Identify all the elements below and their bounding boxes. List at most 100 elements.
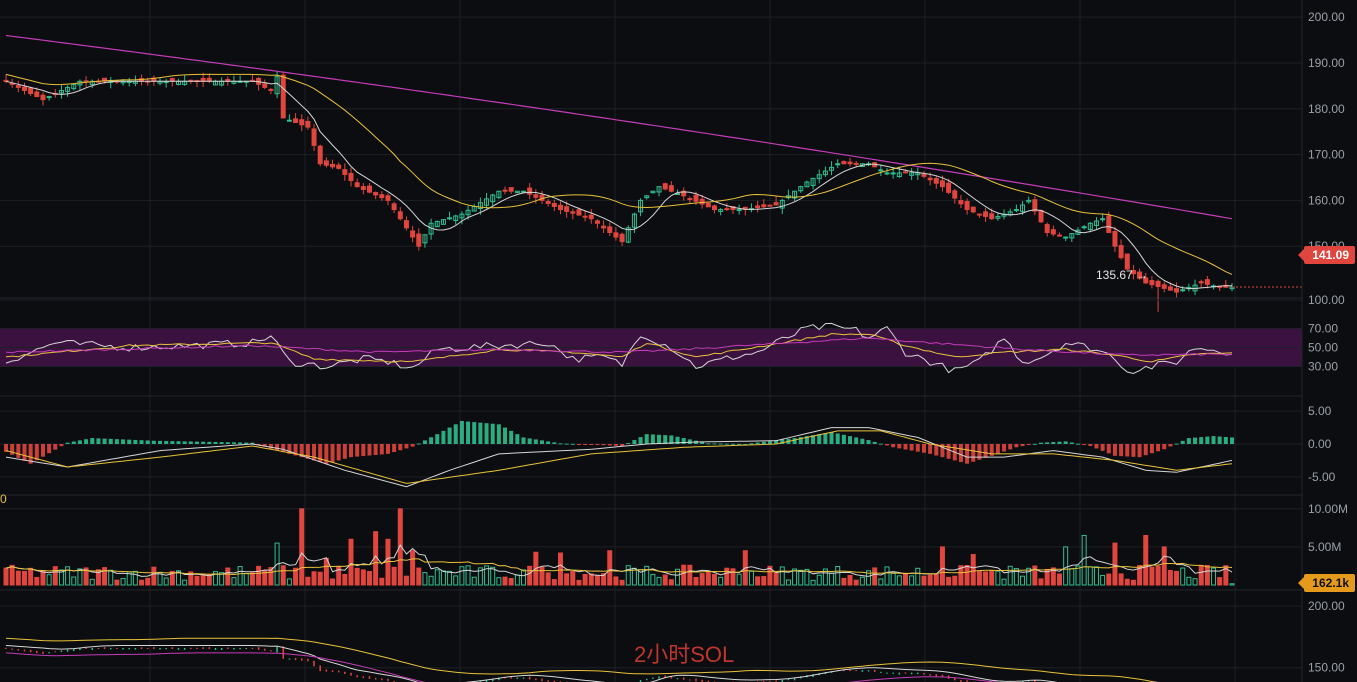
macd-histogram-bar — [576, 444, 581, 445]
candle-body — [502, 189, 508, 192]
candle-body — [755, 205, 761, 209]
candle-body — [551, 202, 557, 207]
macd-histogram-bar — [410, 444, 415, 447]
macd-histogram-bar — [188, 441, 193, 444]
volume-bar — [748, 570, 754, 586]
volume-bar — [816, 574, 822, 586]
macd-histogram-bar — [1180, 440, 1185, 444]
candle-body — [724, 208, 730, 211]
macd-histogram-bar — [872, 441, 877, 444]
volume-bar — [422, 572, 428, 586]
volume-bar — [391, 566, 397, 586]
candle-body — [705, 202, 711, 208]
volume-bar — [1032, 565, 1038, 586]
macd-histogram-bar — [275, 444, 280, 451]
macd-histogram-bar — [355, 444, 360, 457]
volume-bar — [1130, 579, 1136, 586]
volume-bar — [656, 576, 662, 586]
volume-bar — [705, 571, 711, 586]
volume-bar — [1106, 573, 1112, 586]
volume-bar — [9, 564, 15, 586]
macd-histogram-bar — [601, 444, 606, 446]
volume-bar — [52, 566, 58, 586]
macd-histogram-bar — [841, 434, 846, 444]
macd-histogram-bar — [533, 439, 538, 444]
candle-body — [1204, 279, 1210, 285]
candle-body — [1044, 224, 1050, 233]
macd-histogram-bar — [1211, 436, 1216, 444]
macd-histogram-bar — [503, 427, 508, 444]
candle-body — [927, 177, 933, 181]
macd-histogram-bar — [1100, 444, 1105, 451]
macd-histogram-bar — [404, 444, 409, 449]
candle-body — [890, 172, 896, 175]
candle-body — [638, 199, 644, 213]
macd-histogram-bar — [743, 444, 748, 445]
volume-bar — [724, 567, 730, 586]
volume-bar — [964, 565, 970, 586]
volume-bar — [650, 573, 656, 586]
macd-histogram-bar — [16, 444, 21, 458]
candle-body — [693, 194, 699, 202]
candle-body — [410, 230, 416, 238]
candle-body — [711, 205, 717, 211]
macd-histogram-bar — [47, 444, 52, 454]
candle-body — [1106, 215, 1112, 233]
candle-body — [878, 169, 884, 172]
volume-bar — [1075, 565, 1081, 586]
volume-bar — [687, 564, 693, 586]
volume-bar — [163, 577, 169, 586]
volume-bar — [693, 577, 699, 586]
candle-body — [582, 215, 588, 218]
volume-bar — [878, 578, 884, 586]
macd-histogram-bar — [194, 441, 199, 444]
volume-bar — [1155, 565, 1161, 586]
macd-histogram-bar — [1199, 437, 1204, 444]
macd-histogram-bar — [663, 435, 668, 444]
volume-bar — [588, 573, 594, 586]
macd-histogram-bar — [244, 442, 249, 444]
candle-body — [379, 194, 385, 199]
candle-body — [336, 164, 342, 169]
macd-histogram-bar — [77, 440, 82, 444]
macd-histogram-bar — [730, 443, 735, 445]
volume-bar — [268, 567, 274, 586]
volume-bar — [120, 577, 126, 586]
macd-histogram-bar — [712, 443, 717, 445]
candle-body — [1137, 271, 1143, 279]
macd-histogram-bar — [299, 444, 304, 458]
candle-body — [1149, 280, 1155, 286]
macd-line — [5, 427, 1233, 488]
macd-histogram-bar — [349, 444, 354, 458]
macd-histogram-bar — [238, 442, 243, 444]
macd-histogram-bar — [1020, 444, 1025, 447]
macd-histogram-bar — [59, 444, 64, 447]
candle-body — [434, 220, 440, 228]
candle-body — [1087, 222, 1093, 230]
macd-histogram-bar — [34, 444, 39, 461]
candle-body — [1013, 209, 1019, 212]
macd-histogram-bar — [774, 440, 779, 444]
macd-histogram-bar — [164, 440, 169, 444]
candle-body — [1174, 288, 1180, 293]
macd-histogram-bar — [1063, 441, 1068, 444]
volume-bar — [89, 578, 95, 586]
volume-bar — [293, 567, 299, 586]
candle-body — [440, 219, 446, 225]
volume-bar — [114, 579, 120, 586]
candle-body — [933, 177, 939, 184]
volume-bar — [459, 566, 465, 586]
volume-bar — [551, 579, 557, 586]
macd-histogram-bar — [866, 440, 871, 444]
volume-bar — [625, 565, 631, 586]
macd-histogram-bar — [225, 442, 230, 444]
volume-bar — [835, 566, 841, 586]
macd-histogram-bar — [878, 443, 883, 445]
volume-bar — [779, 566, 785, 586]
volume-bar — [521, 569, 527, 586]
candle-body — [330, 163, 336, 168]
macd-histogram-bar — [737, 443, 742, 445]
macd-histogram-bar — [287, 444, 292, 454]
candle-body — [15, 85, 21, 88]
